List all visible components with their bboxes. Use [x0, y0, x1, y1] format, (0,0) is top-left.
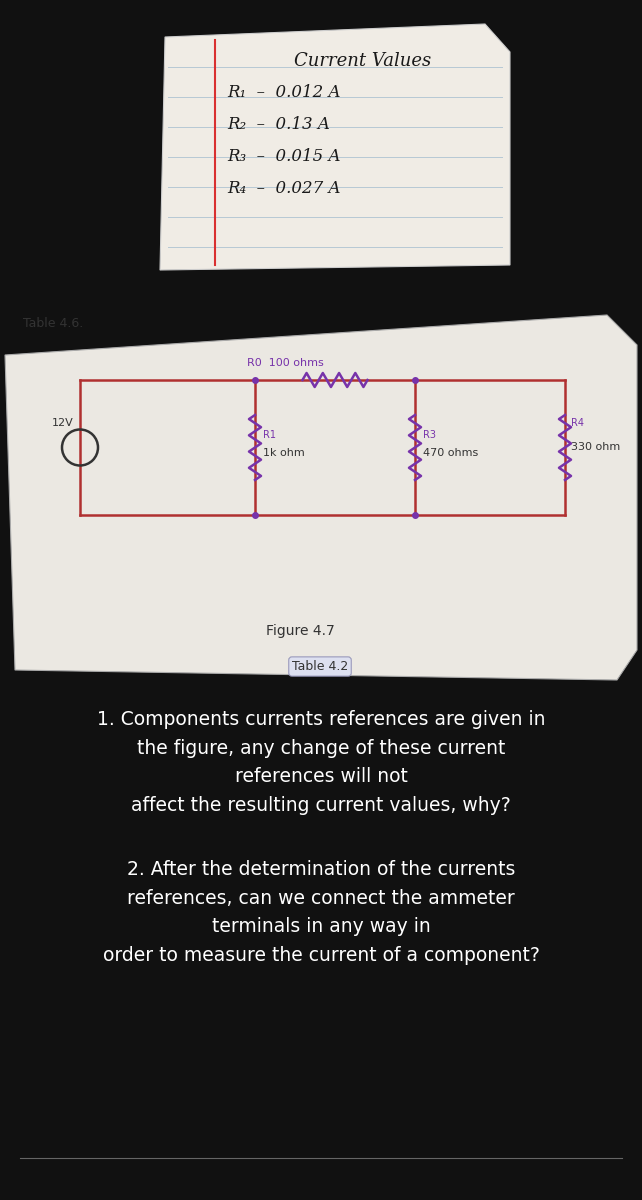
- Text: 470 ohms: 470 ohms: [423, 448, 478, 457]
- Polygon shape: [160, 24, 510, 270]
- Text: 2. After the determination of the currents
references, can we connect the ammete: 2. After the determination of the curren…: [103, 860, 539, 965]
- Text: R₁  –  0.012 A: R₁ – 0.012 A: [227, 84, 340, 101]
- Text: R4: R4: [571, 418, 584, 427]
- Text: Figure 4.7: Figure 4.7: [266, 624, 334, 638]
- Text: Table 4.6.: Table 4.6.: [23, 317, 83, 330]
- Text: 1k ohm: 1k ohm: [263, 448, 305, 457]
- Polygon shape: [5, 314, 637, 680]
- Text: R0  100 ohms: R0 100 ohms: [247, 358, 324, 368]
- Text: R₂  –  0.13 A: R₂ – 0.13 A: [227, 116, 330, 133]
- Text: Table 4.2: Table 4.2: [292, 660, 348, 673]
- Text: R₃  –  0.015 A: R₃ – 0.015 A: [227, 148, 340, 164]
- Text: R3: R3: [423, 430, 436, 439]
- Text: R1: R1: [263, 430, 276, 439]
- Text: 1. Components currents references are given in
the figure, any change of these c: 1. Components currents references are gi…: [97, 710, 545, 815]
- Text: 330 ohm: 330 ohm: [571, 442, 620, 451]
- Text: R₄  –  0.027 A: R₄ – 0.027 A: [227, 180, 340, 197]
- Text: 12V: 12V: [52, 418, 74, 427]
- Text: Current Values: Current Values: [294, 52, 431, 70]
